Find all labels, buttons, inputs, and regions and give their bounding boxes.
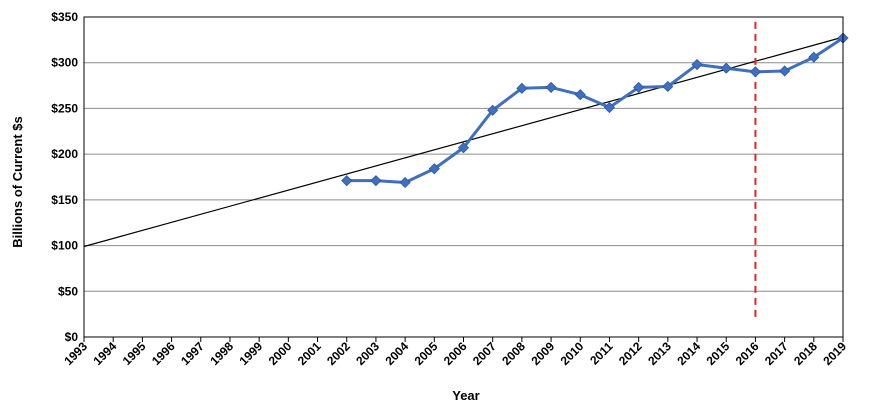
x-tick-label: 1994: [91, 339, 120, 368]
x-tick-label: 2011: [587, 339, 616, 368]
data-point: [691, 58, 703, 71]
data-point: [516, 82, 528, 94]
x-tick-label: 1995: [120, 339, 149, 368]
x-tick-label: 2000: [266, 339, 295, 368]
y-axis-label: Billions of Current $s: [10, 116, 25, 247]
x-tick-label: 2019: [820, 339, 849, 368]
data-point: [808, 51, 820, 63]
data-point: [633, 81, 645, 93]
y-tick-label: $350: [51, 10, 78, 24]
x-tick-label: 2016: [733, 339, 762, 368]
x-tick-label: 1997: [178, 339, 207, 368]
x-axis-label: Year: [452, 388, 479, 403]
trendline-group: [83, 36, 844, 248]
data-point: [779, 65, 791, 77]
y-tick-label: $300: [51, 56, 78, 70]
data-point: [487, 104, 499, 116]
x-tick-label: 2008: [499, 339, 528, 368]
x-tick-label: 2006: [441, 339, 470, 368]
x-tick-label: 1999: [236, 339, 265, 368]
series-line: [346, 36, 844, 184]
data-point: [545, 81, 557, 93]
data-point: [720, 62, 732, 74]
x-tick-label: 2018: [791, 339, 820, 368]
data-point: [574, 89, 586, 101]
x-tick-label: 2007: [470, 339, 499, 368]
x-tick-label: 2012: [616, 339, 645, 368]
data-point: [749, 66, 761, 78]
x-tick-label: 2003: [353, 339, 382, 368]
x-tick-label: 2015: [704, 339, 733, 368]
x-tick-label: 2017: [762, 339, 791, 368]
plot-border: [83, 16, 844, 338]
y-tick-label: $100: [51, 239, 78, 253]
data-point: [457, 142, 470, 154]
trendline: [83, 36, 844, 248]
y-tick-label: $250: [51, 101, 78, 115]
y-tick-label: $50: [58, 284, 78, 298]
x-tick-label: 2010: [558, 339, 587, 368]
x-tick-labels: 1993 1994 1995 1996 1997 1998 1999 2000 2001 2002…: [61, 337, 849, 368]
x-tick-label: 2004: [382, 339, 411, 368]
series-group: [341, 32, 849, 189]
x-tick-label: 2001: [295, 339, 324, 368]
data-point: [428, 163, 440, 175]
data-point: [341, 175, 353, 187]
data-point: [399, 176, 411, 189]
x-tick-label: 2002: [324, 339, 353, 368]
x-tick-label: 2014: [674, 339, 703, 368]
x-tick-label: 1996: [149, 339, 178, 368]
y-tick-label: $200: [51, 147, 78, 161]
data-point: [662, 80, 674, 93]
plot-frame: [83, 16, 844, 338]
y-tick-label: $0: [65, 330, 79, 344]
x-tick-label: 2009: [528, 339, 557, 368]
x-tick-label: 1998: [207, 339, 236, 368]
x-tick-label: 2013: [645, 339, 674, 368]
y-tick-label: $150: [51, 193, 78, 207]
gridlines: [84, 62, 843, 292]
y-tick-labels: $0 $50 $100 $150 $200 $250 $300 $350: [51, 10, 78, 344]
x-tick-label: 2005: [412, 339, 441, 368]
data-point: [603, 101, 616, 114]
data-point: [370, 175, 382, 187]
